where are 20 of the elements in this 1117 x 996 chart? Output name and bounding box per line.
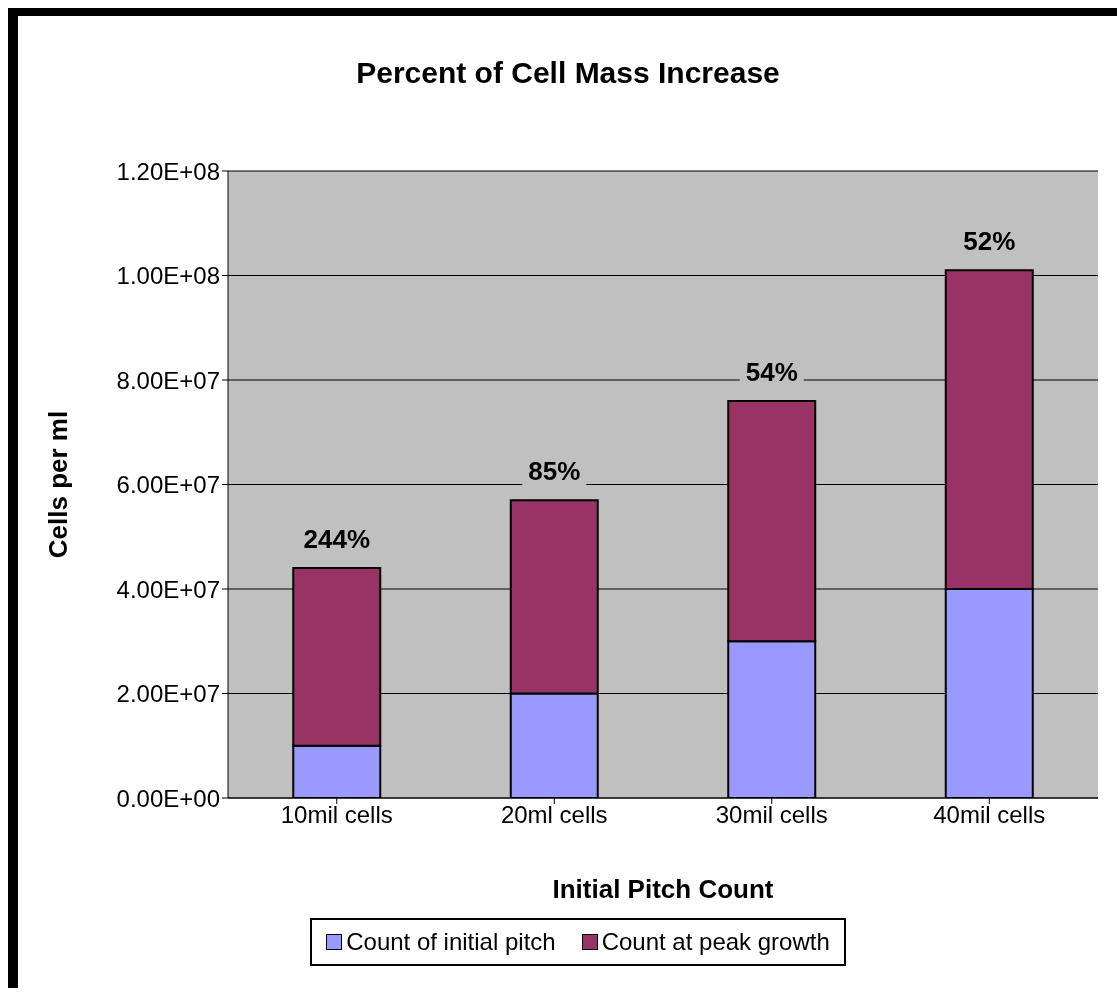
- y-tick-label: 0.00E+00: [116, 784, 220, 812]
- annotation: 52%: [963, 226, 1016, 257]
- y-tick-label: 8.00E+07: [116, 366, 220, 394]
- chart-title: Percent of Cell Mass Increase: [355, 56, 781, 90]
- y-tick-label: 4.00E+07: [116, 575, 220, 603]
- annotation: 54%: [745, 356, 798, 387]
- legend-label: Count at peak growth: [600, 928, 830, 956]
- x-tick-label: 40mil cells: [933, 801, 1046, 829]
- y-tick-label: 6.00E+07: [116, 471, 220, 499]
- x-tick-label: 20ml cells: [500, 801, 608, 829]
- annotation: 85%: [528, 456, 581, 487]
- y-tick-label: 1.20E+08: [116, 157, 220, 185]
- y-axis-title: Cells per ml: [43, 410, 74, 559]
- y-tick-label: 1.00E+08: [116, 262, 220, 290]
- x-axis-title: Initial Pitch Count: [552, 874, 774, 904]
- x-tick-label: 10mil cells: [280, 801, 393, 829]
- annotation: 244%: [303, 524, 370, 555]
- legend-label: Count of initial pitch: [345, 928, 556, 956]
- y-tick-label: 2.00E+07: [116, 680, 220, 708]
- x-tick-label: 30mil cells: [715, 801, 828, 829]
